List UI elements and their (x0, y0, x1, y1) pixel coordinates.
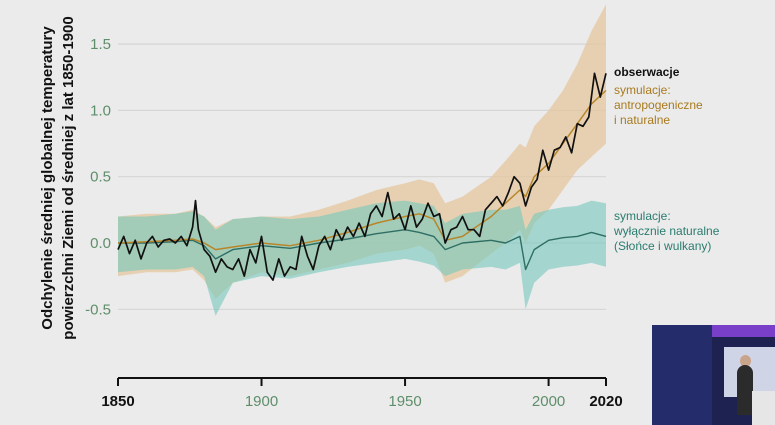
x-tick-label: 1850 (101, 393, 134, 410)
y-axis-title-line-2: powierzchni Ziemi od średniej z lat 1850… (60, 16, 77, 339)
y-tick-labels: 1.5 1.0 0.5 0.0 -0.5 (85, 36, 111, 318)
y-tick-label: -0.5 (85, 301, 111, 318)
y-tick-label: 0.0 (90, 235, 111, 252)
x-tick-label: 1950 (388, 393, 421, 410)
legend-text: (Słońce i wulkany) (614, 239, 711, 253)
y-axis-title-line-1: Odchylenie średniej globalnej temperatur… (39, 26, 56, 330)
legend-text: i naturalne (614, 113, 670, 127)
x-tick-label: 1900 (245, 393, 278, 410)
speaker-head (740, 355, 751, 367)
x-tick-labels: 1850 1900 1950 2000 2020 (101, 393, 622, 410)
observations-line (117, 72, 607, 281)
legend-text: antropogeniczne (614, 98, 703, 112)
stage-light-band (712, 325, 775, 337)
natural-only-line (118, 228, 607, 271)
x-tick-label: 2000 (532, 393, 565, 410)
anthropogenic-natural-line (117, 89, 607, 251)
stage-wall (652, 325, 712, 425)
y-tick-label: 0.5 (90, 169, 111, 186)
natural-only-band (118, 200, 606, 316)
legend-text: symulacje: (614, 209, 671, 223)
podium (752, 391, 775, 425)
legend-text: wyłącznie naturalne (613, 224, 720, 238)
uncertainty-bands (118, 4, 606, 316)
y-tick-label: 1.5 (90, 36, 111, 53)
video-inset (652, 325, 775, 425)
y-axis-title: Odchylenie średniej globalnej temperatur… (39, 16, 77, 339)
x-tick-label: 2020 (589, 393, 622, 410)
x-axis (117, 377, 607, 386)
series-lines (117, 72, 607, 281)
legend-text: obserwacje (614, 65, 680, 79)
legend-text: symulacje: (614, 83, 671, 97)
y-tick-label: 1.0 (90, 102, 111, 119)
speaker-figure (737, 365, 753, 415)
